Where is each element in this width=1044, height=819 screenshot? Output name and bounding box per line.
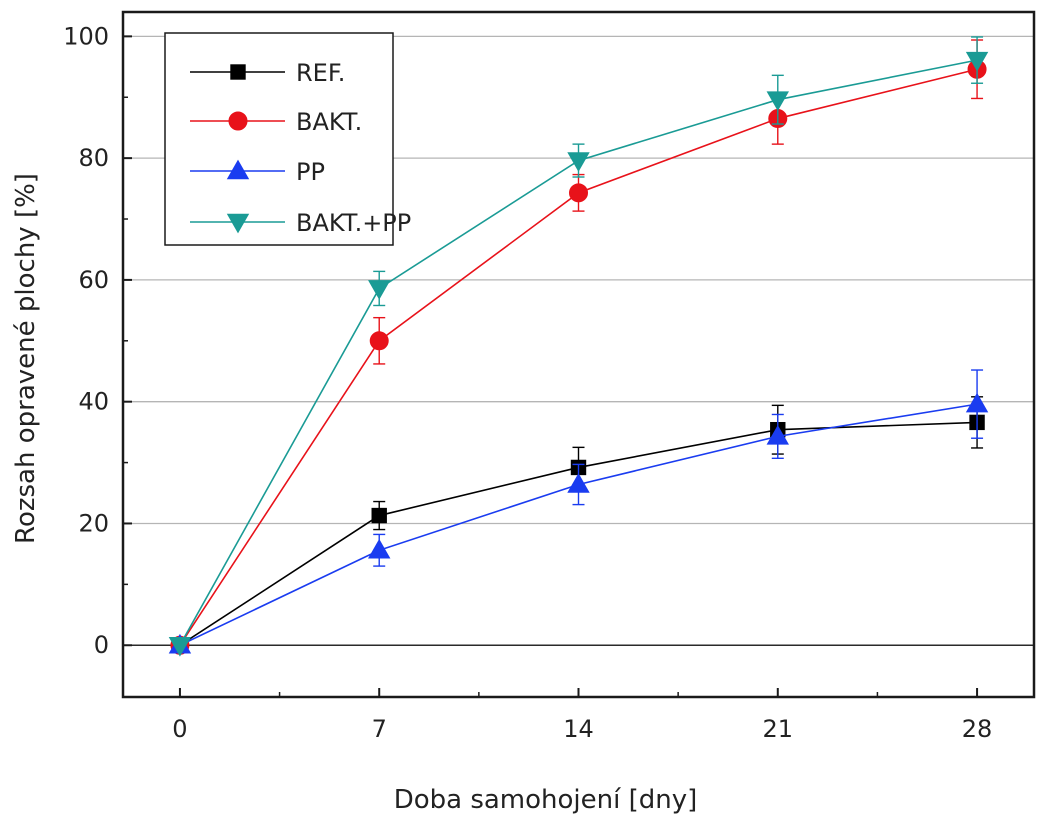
y-tick-label: 100 xyxy=(63,22,109,50)
x-tick-label: 21 xyxy=(763,715,794,743)
axis-ticks: 0 20 40 60 80 100 0 7 14 21 28 xyxy=(63,22,992,743)
legend-item: BAKT.+PP xyxy=(190,209,411,237)
triangle-down-marker xyxy=(567,152,590,172)
legend-label: BAKT.+PP xyxy=(296,209,411,237)
x-tick-label: 0 xyxy=(172,715,187,743)
y-tick-label: 60 xyxy=(78,266,109,294)
x-tick-label: 7 xyxy=(372,715,387,743)
y-tick-label: 0 xyxy=(94,631,109,659)
triangle-down-marker xyxy=(766,91,789,112)
legend-item: BAKT. xyxy=(190,108,362,136)
legend-label: PP xyxy=(296,158,325,186)
triangle-up-marker xyxy=(965,392,989,413)
square-marker xyxy=(230,64,246,80)
series-line xyxy=(179,403,978,646)
series-ref xyxy=(172,396,985,653)
y-tick-label: 80 xyxy=(78,144,109,172)
circle-marker xyxy=(228,111,248,131)
triangle-down-marker xyxy=(368,280,391,300)
legend-item: PP xyxy=(190,158,325,186)
legend-label: REF. xyxy=(296,59,345,87)
triangle-down-marker xyxy=(168,636,192,657)
triangle-up-marker xyxy=(766,425,789,445)
legend: REF. BAKT. PP BAKT.+PP xyxy=(164,32,411,246)
y-tick-label: 20 xyxy=(78,509,109,537)
series-pp xyxy=(168,369,989,654)
triangle-down-marker xyxy=(965,51,989,72)
triangle-up-marker xyxy=(567,473,590,493)
legend-item: REF. xyxy=(190,59,345,87)
triangle-up-marker xyxy=(226,159,250,180)
x-tick-label: 14 xyxy=(563,715,594,743)
x-axis-title: Doba samohojení [dny] xyxy=(394,785,698,814)
triangle-up-marker xyxy=(368,538,391,559)
circle-marker xyxy=(569,183,588,203)
series-bakt-pp xyxy=(168,36,989,657)
x-tick-label: 28 xyxy=(962,715,993,743)
circle-marker xyxy=(369,331,389,351)
series-layer xyxy=(168,36,989,657)
legend-label: BAKT. xyxy=(296,108,362,136)
y-axis-title: Rozsah opravené plochy [%] xyxy=(11,173,41,544)
legend-box xyxy=(164,32,394,246)
square-marker xyxy=(371,507,387,524)
triangle-down-marker xyxy=(226,213,250,234)
y-tick-label: 40 xyxy=(78,388,109,416)
